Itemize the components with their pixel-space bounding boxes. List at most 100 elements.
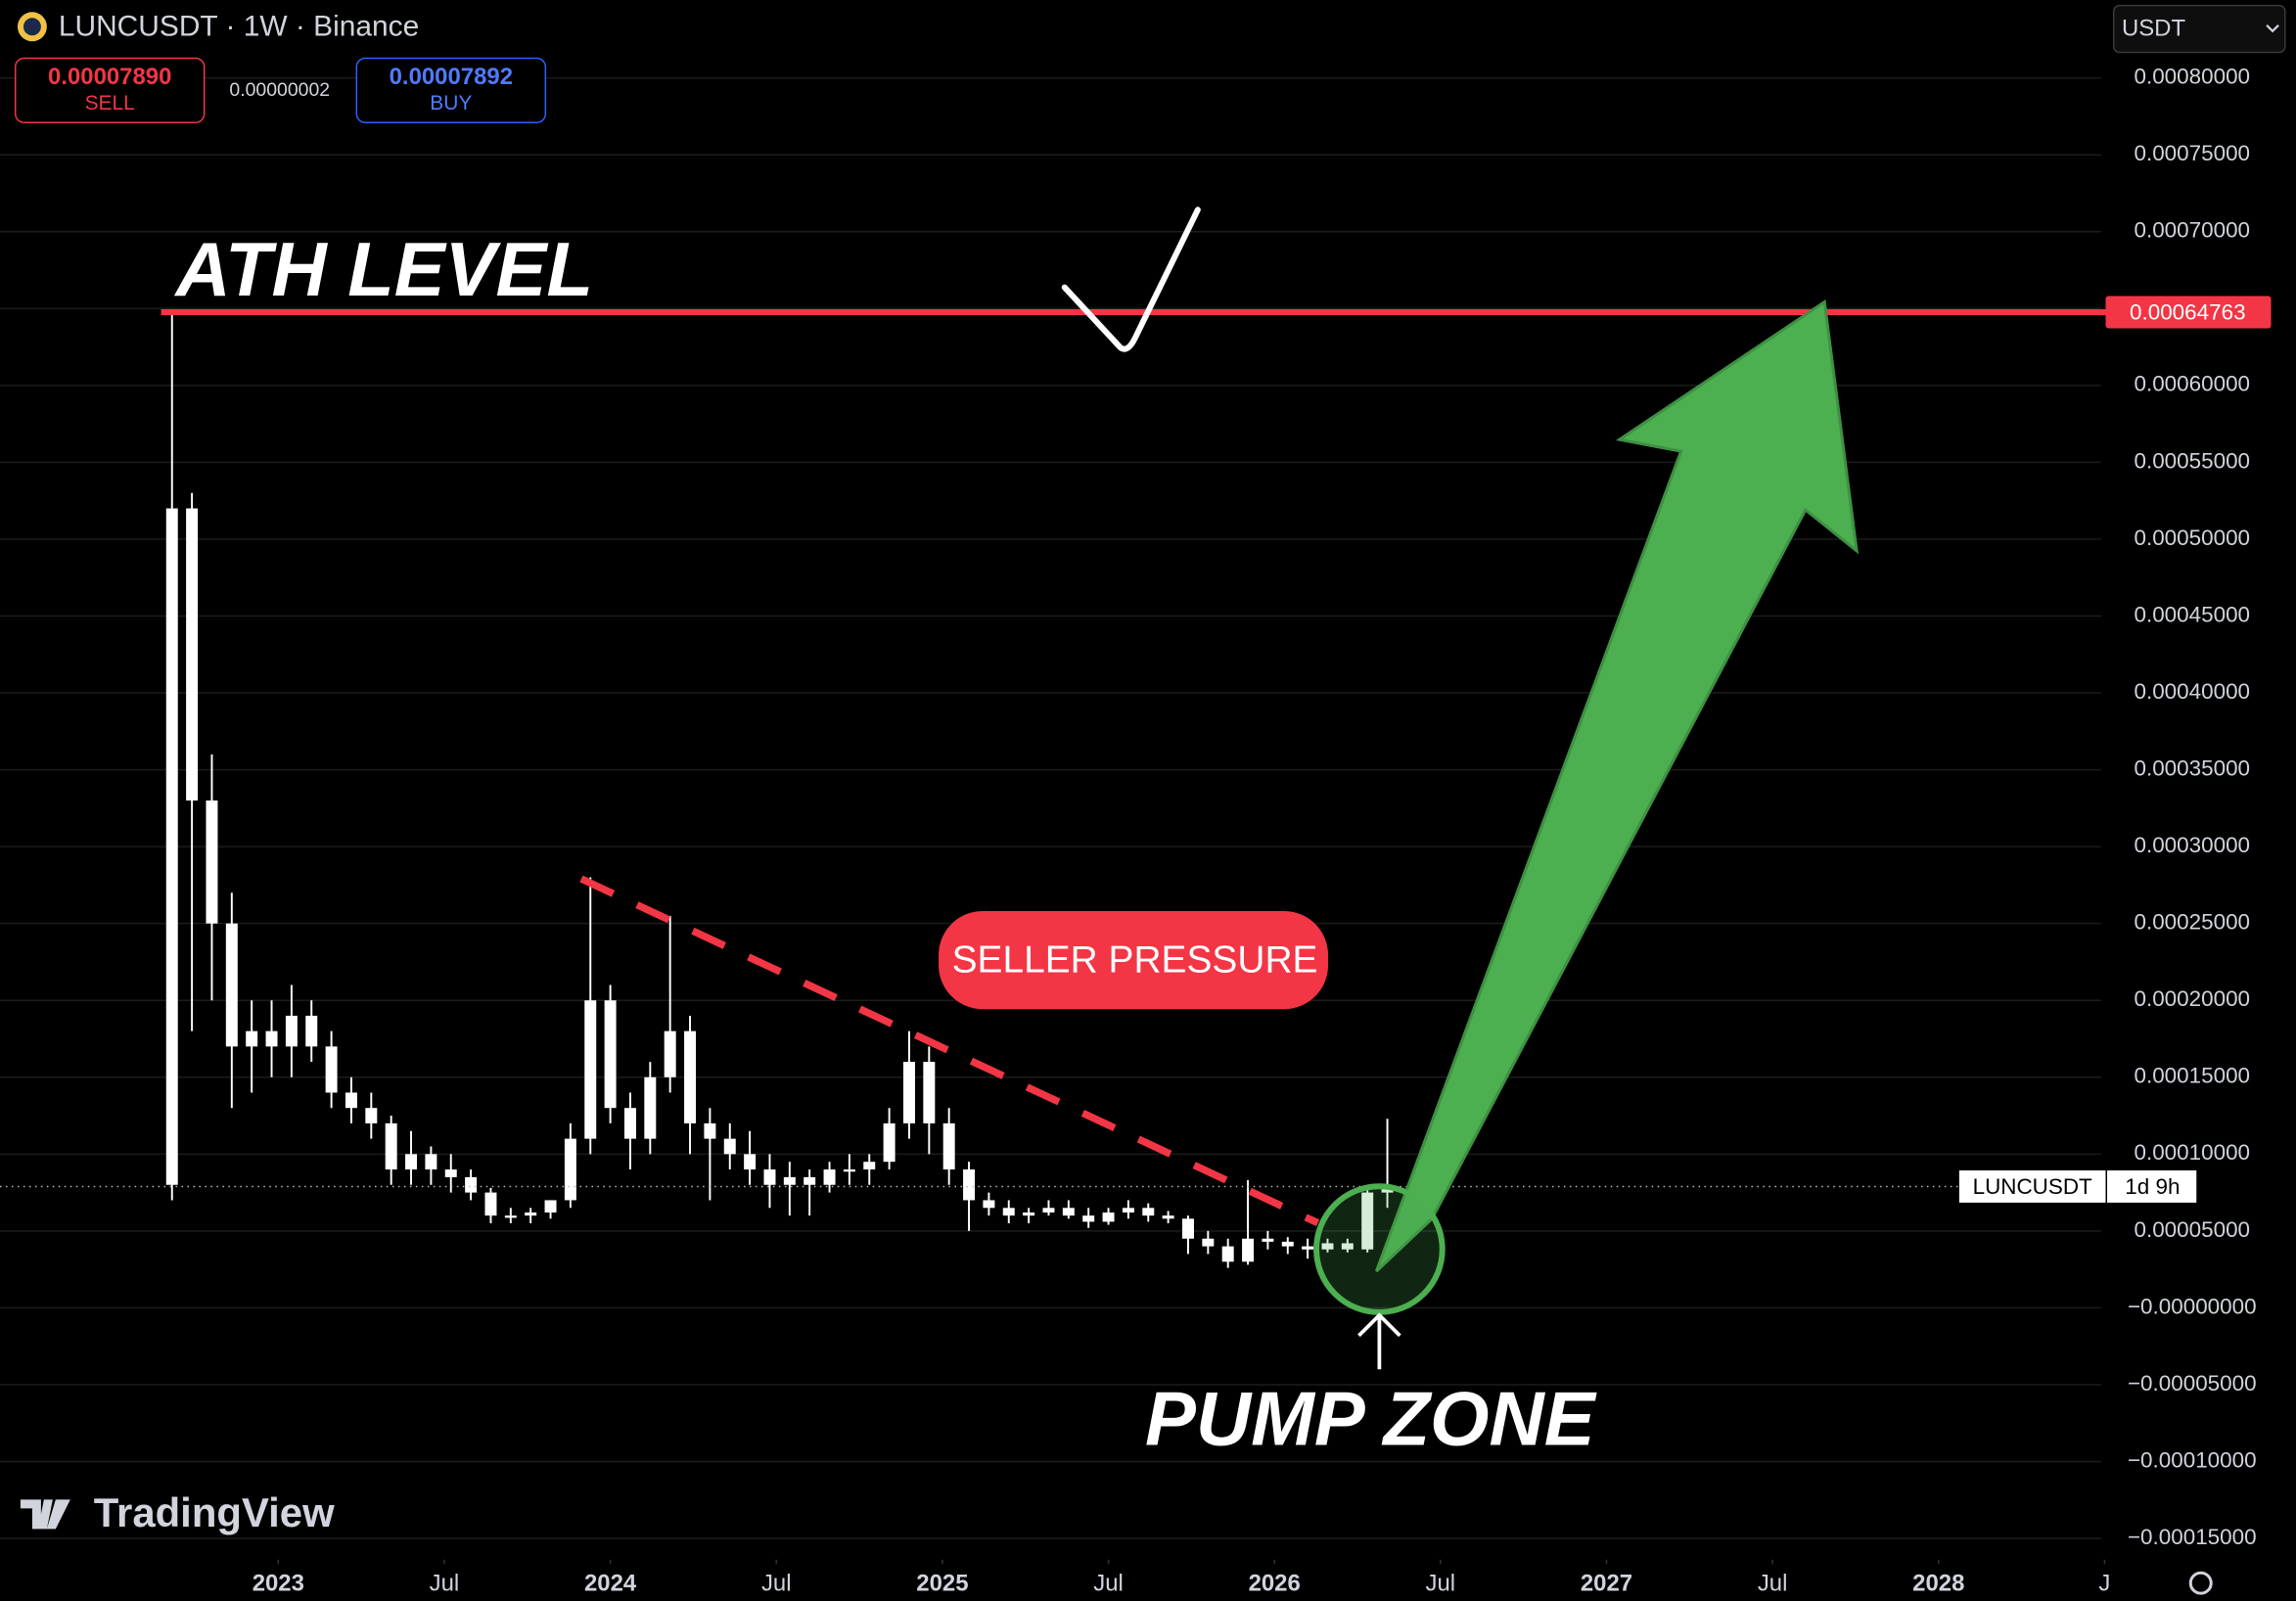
candle-body (744, 1154, 757, 1170)
candle-body (265, 1030, 278, 1047)
candle-body (225, 923, 238, 1047)
sell-price: 0.00007890 (48, 64, 171, 90)
candle-body (246, 1030, 258, 1047)
candle-body (365, 1108, 378, 1123)
y-tick-label: 0.00010000 (2134, 1140, 2250, 1165)
up-arrow (1357, 1312, 1401, 1370)
candle-body (1302, 1246, 1314, 1250)
candle-body (644, 1076, 657, 1139)
candle-body (983, 1200, 995, 1209)
candle-body (405, 1154, 418, 1170)
ath-price-box (2105, 296, 2272, 329)
candle-body (1281, 1241, 1294, 1247)
candle-body (1102, 1212, 1115, 1222)
candle-body (664, 1030, 676, 1077)
candle-body (1082, 1215, 1095, 1222)
candle-body (1341, 1243, 1354, 1250)
trend-line (579, 875, 1320, 1227)
candle-body (923, 1062, 936, 1123)
candle-body (1142, 1208, 1155, 1216)
candle-body (1181, 1218, 1194, 1239)
candle-body (684, 1030, 697, 1123)
pump-arrow (1375, 298, 1860, 1273)
candle-body (465, 1176, 478, 1193)
y-tick-label: 0.00050000 (2134, 526, 2250, 550)
candle-body (525, 1212, 537, 1216)
x-tick-label: 2026 (1249, 1571, 1301, 1597)
candle-body (165, 508, 178, 1185)
candle-body (484, 1192, 497, 1216)
y-tick-label: −0.00015000 (2128, 1525, 2257, 1549)
settings-icon[interactable] (2188, 1571, 2213, 1595)
buy-price: 0.00007892 (390, 64, 513, 90)
candle-body (186, 508, 199, 801)
x-tick-label: Jul (1093, 1571, 1124, 1597)
candle-body (963, 1169, 976, 1201)
y-tick-label: 0.00020000 (2134, 986, 2250, 1011)
candle-body (1242, 1238, 1255, 1262)
currency: USDT (2122, 16, 2186, 42)
y-tick-label: −0.00005000 (2128, 1371, 2257, 1395)
candle-body (544, 1200, 557, 1213)
x-tick-label: J (2098, 1571, 2110, 1597)
candle-body (285, 1015, 298, 1047)
buy-label: BUY (430, 92, 472, 114)
dropdown-caret (2266, 23, 2279, 33)
symbol-label: LUNCUSDT (1973, 1174, 2092, 1199)
y-tick-label: 0.00015000 (2134, 1064, 2250, 1088)
countdown-box (2106, 1170, 2197, 1203)
check-mark (1061, 206, 1201, 352)
x-tick-label: Jul (430, 1571, 460, 1597)
candle-body (444, 1169, 457, 1177)
candle-body (385, 1122, 397, 1170)
x-tick-label: Jul (1758, 1571, 1788, 1597)
candle-body (1202, 1238, 1215, 1247)
y-tick-label: 0.00075000 (2134, 141, 2250, 165)
candle-body (1002, 1208, 1015, 1216)
candle-body (942, 1122, 955, 1170)
candle-body (783, 1176, 796, 1185)
chart-title: LUNCUSDT · 1W · Binance (59, 11, 419, 43)
candle-body (425, 1154, 437, 1170)
candle-body (1221, 1246, 1234, 1262)
x-tick-label: 2027 (1581, 1571, 1632, 1597)
annotation: ATH LEVEL (174, 228, 593, 312)
candle-body (1262, 1238, 1274, 1242)
y-tick-label: 0.00055000 (2134, 448, 2250, 473)
candle-body (1122, 1208, 1134, 1213)
y-tick-label: −0.00010000 (2128, 1447, 2257, 1472)
y-tick-label: 0.00030000 (2134, 833, 2250, 857)
candle-body (1321, 1243, 1334, 1250)
spread: 0.00000002 (229, 79, 330, 101)
symbol-label-box (1958, 1170, 2106, 1203)
y-tick-label: 0.00005000 (2134, 1217, 2250, 1242)
y-tick-label: 0.00035000 (2134, 756, 2250, 781)
candle-body (1042, 1208, 1055, 1213)
candle-body (902, 1062, 915, 1123)
candle-body (623, 1108, 636, 1139)
symbol-logo-inner (23, 18, 41, 36)
sell-button[interactable] (14, 57, 206, 124)
x-tick-label: 2023 (253, 1571, 304, 1597)
y-tick-label: 0.00070000 (2134, 218, 2250, 243)
y-tick-label: 0.00060000 (2134, 372, 2250, 396)
countdown: 1d 9h (2125, 1174, 2180, 1199)
buy-button[interactable] (355, 57, 547, 124)
candle-body (823, 1169, 836, 1185)
price-labels: 0.000800000.000750000.000700000.00065000… (253, 65, 2272, 1597)
x-tick-label: 2024 (584, 1571, 637, 1597)
candle-body (344, 1092, 357, 1109)
currency-select[interactable] (2112, 4, 2286, 54)
grid-layer (0, 76, 2106, 1565)
candle-body (1361, 1192, 1374, 1250)
candle-body (1023, 1212, 1035, 1216)
candle-body (1162, 1215, 1174, 1219)
tv-logo-icon (20, 1499, 70, 1530)
candle-body (564, 1138, 576, 1201)
ath-price-label: 0.00064763 (2130, 299, 2246, 324)
candle-body (504, 1215, 517, 1218)
candle-body (804, 1176, 816, 1185)
candle-body (843, 1169, 855, 1172)
